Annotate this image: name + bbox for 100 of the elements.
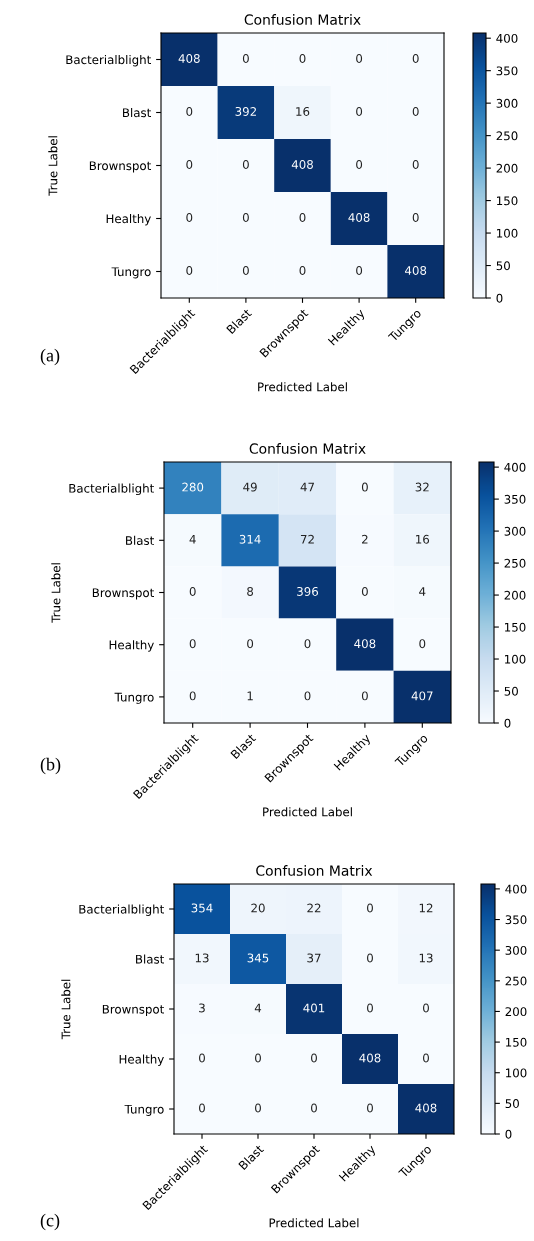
data-label: 32 — [415, 482, 429, 492]
data-label: 3 — [199, 1003, 205, 1013]
data-label: 0 — [367, 953, 373, 963]
data-label: 0 — [186, 160, 193, 169]
data-label: 408 — [291, 160, 313, 169]
chart-title: Confusion Matrix — [249, 443, 366, 454]
data-label: 0 — [361, 691, 368, 701]
data-label: 0 — [367, 1103, 373, 1113]
data-label: 0 — [311, 1053, 317, 1063]
data-label: 0 — [186, 107, 193, 116]
data-label: 408 — [354, 639, 376, 649]
color-bar-label: 400 — [505, 884, 527, 894]
data-label: 408 — [405, 266, 427, 275]
x-axis-title: Predicted Label — [258, 382, 347, 392]
y-tick-label: Healthy — [119, 1054, 164, 1066]
data-label: 2 — [362, 534, 368, 544]
color-bar-label: 200 — [505, 1007, 527, 1017]
data-label: 0 — [356, 266, 363, 275]
y-tick-label: Brownspot — [89, 161, 151, 173]
data-label: 0 — [255, 1103, 261, 1113]
y-axis-title: True Label — [48, 136, 58, 196]
data-label: 0 — [242, 213, 249, 222]
color-bar-label: 0 — [496, 293, 503, 303]
data-label: 0 — [311, 1103, 317, 1113]
y-tick-label: Blast — [123, 108, 151, 118]
data-label: 0 — [299, 213, 306, 222]
data-label: 37 — [307, 953, 321, 963]
data-label: 354 — [191, 903, 213, 913]
color-bar-label: 300 — [505, 945, 527, 955]
y-tick-label: Bacterialblight — [66, 55, 151, 67]
y-tick-label: Bacterialblight — [79, 904, 164, 916]
data-label: 408 — [359, 1053, 381, 1063]
color-bar-label: 50 — [496, 261, 510, 271]
data-label: 72 — [300, 534, 314, 544]
data-label: 12 — [419, 903, 433, 913]
data-label: 0 — [356, 107, 363, 116]
y-tick-label: Blast — [126, 535, 154, 545]
color-bar-label: 100 — [497, 228, 518, 238]
chart-title: Confusion Matrix — [256, 865, 373, 876]
color-bar-label: 400 — [504, 462, 526, 472]
color-bar-label: 250 — [505, 976, 527, 986]
y-tick-label: Tungro — [124, 1104, 164, 1116]
data-label: 13 — [195, 953, 209, 963]
color-bar-label: 350 — [504, 494, 526, 504]
data-label: 0 — [304, 691, 311, 701]
data-label: 0 — [361, 482, 368, 492]
data-label: 0 — [242, 160, 249, 169]
color-bar-label: 200 — [504, 590, 526, 600]
color-bar-label: 0 — [505, 1129, 512, 1139]
color-bar-label: 0 — [504, 718, 511, 728]
color-bar-label: 250 — [496, 131, 518, 141]
data-label: 408 — [178, 54, 200, 63]
y-tick-label: Bacterialblight — [69, 483, 154, 496]
y-tick-label: Tungro — [111, 267, 151, 279]
data-label: 0 — [199, 1053, 205, 1063]
data-label: 8 — [247, 587, 254, 596]
y-axis-title: True Label — [61, 979, 71, 1040]
data-label: 20 — [251, 903, 265, 913]
color-bar-label: 400 — [496, 33, 518, 43]
data-label: 0 — [189, 691, 196, 701]
text: (c) — [40, 1213, 60, 1231]
y-tick-label: Blast — [136, 954, 164, 964]
color-bar-label: 350 — [505, 915, 527, 925]
color-bar-label: 350 — [496, 66, 518, 76]
data-label: 0 — [367, 903, 373, 913]
data-label: 0 — [367, 1003, 373, 1013]
color-bar-label: 300 — [504, 526, 526, 536]
x-axis-title: Predicted Label — [263, 807, 352, 817]
data-label: 0 — [199, 1103, 205, 1113]
data-label: 345 — [247, 953, 269, 963]
text: (b) — [40, 757, 61, 775]
y-tick-label: Healthy — [106, 214, 151, 226]
y-axis-title: True Label — [51, 563, 61, 623]
y-tick-label: Brownspot — [92, 588, 154, 600]
data-label: 0 — [361, 587, 368, 596]
data-label: 0 — [189, 639, 196, 649]
data-label: 0 — [242, 54, 249, 63]
color-bar-label: 150 — [506, 1037, 527, 1047]
chart-title: Confusion Matrix — [244, 14, 361, 25]
y-tick-label: Brownspot — [102, 1004, 164, 1016]
color-bar-label: 300 — [496, 98, 518, 108]
data-label: 49 — [243, 482, 257, 492]
data-label: 401 — [303, 1003, 325, 1013]
data-label: 280 — [182, 482, 204, 492]
color-bar-label: 100 — [505, 654, 526, 664]
color-bar-label: 200 — [496, 163, 518, 173]
data-label: 0 — [299, 54, 306, 63]
color-bar-label: 50 — [505, 1099, 519, 1109]
data-label: 314 — [239, 534, 261, 544]
data-label: 392 — [235, 107, 256, 116]
color-bar-label: 150 — [497, 196, 518, 206]
data-label: 0 — [356, 54, 363, 63]
data-label: 0 — [423, 1053, 429, 1063]
data-label: 0 — [247, 639, 254, 649]
data-label: 0 — [189, 587, 196, 596]
data-label: 0 — [419, 639, 426, 649]
y-tick-label: Healthy — [109, 640, 154, 652]
text: (a) — [40, 348, 60, 366]
data-label: 0 — [304, 639, 311, 649]
data-label: 0 — [356, 160, 363, 169]
